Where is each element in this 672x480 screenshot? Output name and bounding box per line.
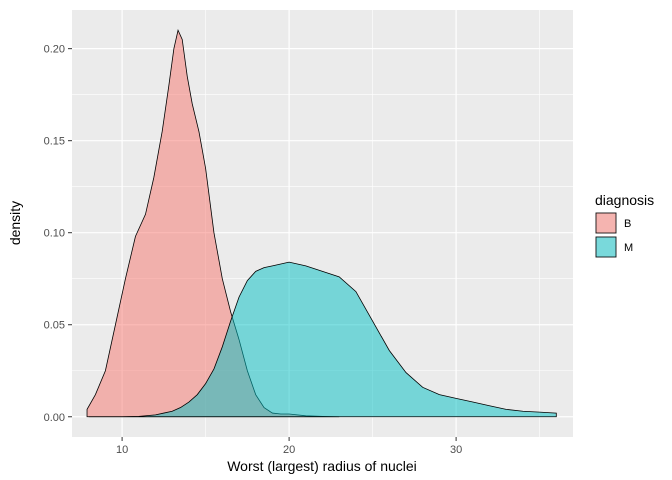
legend: diagnosis BM [595, 192, 654, 258]
legend-label-M: M [624, 242, 633, 254]
x-axis-title: Worst (largest) radius of nuclei [227, 458, 417, 474]
y-axis: 0.00 0.05 0.10 0.15 0.20 [44, 44, 72, 424]
density-area-M [88, 261, 557, 418]
y-axis-title: density [7, 201, 23, 245]
y-tick-label: 0.10 [44, 228, 65, 240]
y-tick-label: 0.05 [44, 320, 65, 332]
legend-label-B: B [624, 218, 631, 230]
legend-title: diagnosis [595, 192, 654, 208]
y-tick-label: 0.15 [44, 136, 65, 148]
density-series [86, 29, 557, 418]
x-tick-label: 20 [283, 444, 295, 456]
x-axis: 10 20 30 [116, 437, 462, 456]
y-tick-label: 0.00 [44, 412, 65, 424]
x-tick-label: 10 [116, 444, 128, 456]
x-tick-label: 30 [450, 444, 462, 456]
y-tick-label: 0.20 [44, 44, 65, 56]
legend-swatch-M [595, 236, 617, 258]
legend-swatch-B [595, 212, 617, 234]
